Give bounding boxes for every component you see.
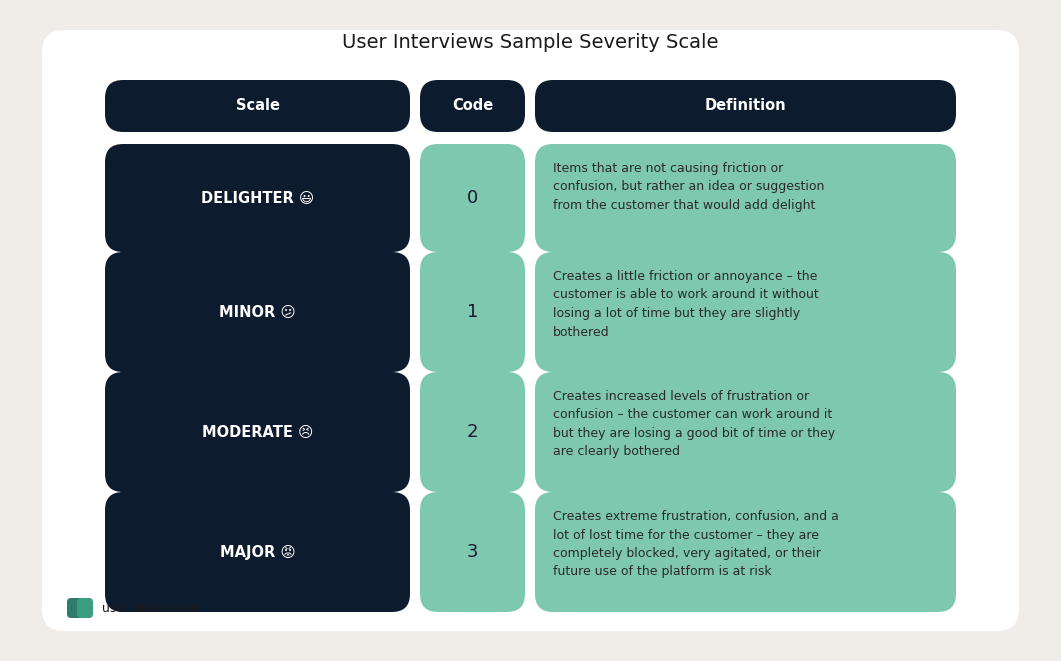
FancyBboxPatch shape	[67, 598, 83, 618]
Text: User Interviews Sample Severity Scale: User Interviews Sample Severity Scale	[343, 32, 718, 52]
FancyBboxPatch shape	[77, 598, 93, 618]
Text: 1: 1	[467, 303, 479, 321]
Text: 3: 3	[467, 543, 479, 561]
Text: Definition: Definition	[705, 98, 786, 114]
FancyBboxPatch shape	[105, 252, 410, 372]
FancyBboxPatch shape	[105, 492, 410, 612]
FancyBboxPatch shape	[105, 80, 410, 132]
FancyBboxPatch shape	[105, 372, 410, 492]
FancyBboxPatch shape	[42, 30, 1019, 631]
Text: Creates extreme frustration, confusion, and a
lot of lost time for the customer : Creates extreme frustration, confusion, …	[553, 510, 839, 578]
FancyBboxPatch shape	[420, 492, 525, 612]
Text: 2: 2	[467, 423, 479, 441]
FancyBboxPatch shape	[420, 144, 525, 252]
FancyBboxPatch shape	[420, 372, 525, 492]
FancyBboxPatch shape	[105, 144, 410, 252]
FancyBboxPatch shape	[535, 492, 956, 612]
FancyBboxPatch shape	[420, 80, 525, 132]
FancyBboxPatch shape	[420, 252, 525, 372]
Text: 0: 0	[467, 189, 479, 207]
Text: Code: Code	[452, 98, 493, 114]
Text: Items that are not causing friction or
confusion, but rather an idea or suggesti: Items that are not causing friction or c…	[553, 162, 824, 212]
Text: MAJOR 😡: MAJOR 😡	[220, 545, 295, 559]
Text: MODERATE 😣: MODERATE 😣	[202, 424, 313, 440]
FancyBboxPatch shape	[535, 80, 956, 132]
Text: DELIGHTER 😃: DELIGHTER 😃	[201, 190, 314, 206]
Text: user interviews: user interviews	[102, 602, 197, 615]
FancyBboxPatch shape	[535, 372, 956, 492]
Text: Scale: Scale	[236, 98, 279, 114]
Text: Creates increased levels of frustration or
confusion – the customer can work aro: Creates increased levels of frustration …	[553, 390, 835, 459]
Text: Creates a little friction or annoyance – the
customer is able to work around it : Creates a little friction or annoyance –…	[553, 270, 819, 338]
FancyBboxPatch shape	[535, 144, 956, 252]
Text: MINOR 😕: MINOR 😕	[220, 305, 296, 319]
FancyBboxPatch shape	[535, 252, 956, 372]
